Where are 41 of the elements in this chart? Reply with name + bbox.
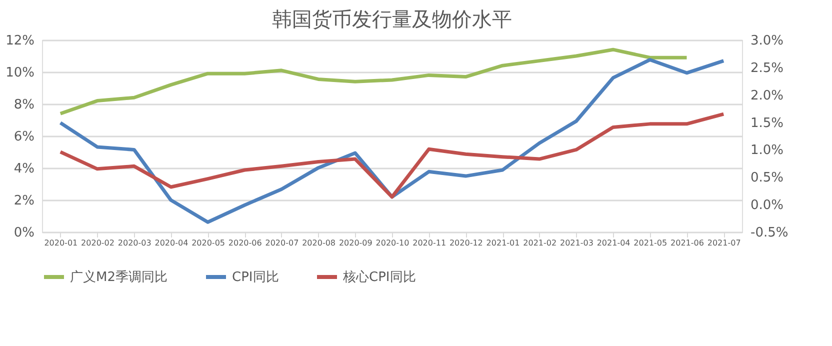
x-tick-label: 2021-01 bbox=[486, 238, 520, 248]
line-series bbox=[58, 112, 726, 199]
x-tick-label: 2020-02 bbox=[81, 238, 114, 248]
y2-tick-label: 1.0% bbox=[750, 143, 784, 158]
x-tick-label: 2020-05 bbox=[192, 238, 226, 248]
x-tick-label: 2020-11 bbox=[412, 238, 446, 248]
legend-label: 广义M2季调同比 bbox=[70, 270, 168, 285]
legend-label: 核心CPI同比 bbox=[342, 269, 416, 285]
y2-tick-label: 0.5% bbox=[750, 170, 784, 186]
y2-tick-label: 2.5% bbox=[750, 60, 784, 76]
x-tick-label: 2021-07 bbox=[707, 238, 741, 248]
legend-label: CPI同比 bbox=[232, 270, 279, 285]
x-tick-label: 2020-06 bbox=[228, 238, 262, 248]
x-tick-label: 2020-09 bbox=[338, 238, 372, 248]
x-tick-label: 2021-06 bbox=[670, 238, 704, 248]
x-tick-label: 2020-12 bbox=[449, 238, 483, 248]
y2-tick-label: 2.0% bbox=[750, 88, 784, 104]
y-tick-label: 6% bbox=[14, 130, 34, 144]
y-tick-label: 4% bbox=[14, 162, 34, 176]
x-tick-label: 2020-07 bbox=[265, 238, 299, 248]
x-tick-label: 2021-03 bbox=[560, 238, 594, 248]
y2-tick-label: 1.5% bbox=[750, 116, 784, 131]
x-tick-label: 2020-10 bbox=[376, 238, 410, 248]
y2-tick-label: 3.0% bbox=[750, 34, 784, 48]
x-tick-label: 2021-04 bbox=[596, 238, 630, 248]
y-tick-label: 2% bbox=[14, 194, 34, 208]
x-tick-label: 2021-05 bbox=[634, 238, 668, 248]
line-series bbox=[58, 58, 726, 224]
x-tick-label: 2020-01 bbox=[44, 238, 78, 248]
y2-tick-label: -0.5% bbox=[750, 226, 788, 240]
x-tick-label: 2021-02 bbox=[523, 238, 557, 248]
y-tick-label: 0% bbox=[14, 226, 34, 240]
x-tick-label: 2020-03 bbox=[118, 238, 152, 248]
line-series bbox=[58, 48, 688, 116]
chart-title: 韩国货币发行量及物价水平 bbox=[272, 7, 512, 31]
x-tick-label: 2020-08 bbox=[302, 238, 336, 248]
x-tick-label: 2020-04 bbox=[154, 238, 188, 248]
y-tick-label: 12% bbox=[6, 34, 34, 48]
y-tick-label: 10% bbox=[6, 66, 34, 80]
y-tick-label: 8% bbox=[14, 98, 34, 112]
y2-tick-label: 0.0% bbox=[750, 198, 784, 214]
